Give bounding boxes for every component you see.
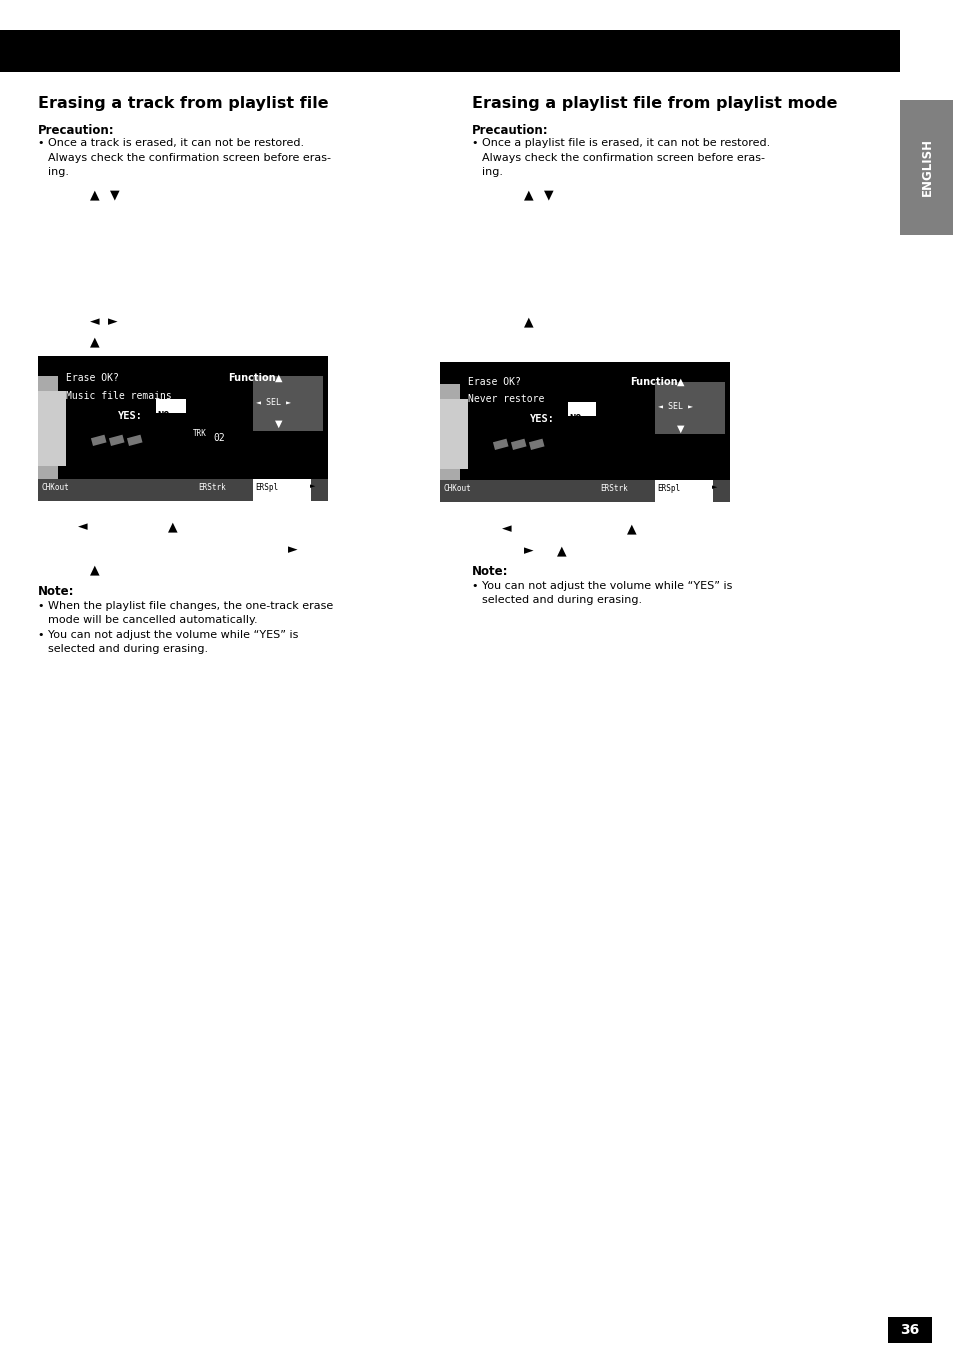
Text: Function: Function: [629, 377, 677, 388]
Bar: [253, 480, 311, 501]
Text: Always check the confirmation screen before eras-: Always check the confirmation screen bef…: [481, 153, 764, 163]
Bar: [0, 30, 899, 72]
Bar: [528, 439, 544, 450]
Bar: [38, 392, 66, 466]
Text: ▲: ▲: [626, 522, 636, 535]
Text: Note:: Note:: [472, 565, 508, 579]
Text: NO: NO: [568, 415, 581, 424]
Text: ERSpl: ERSpl: [657, 484, 679, 493]
Text: NO: NO: [157, 411, 170, 421]
Text: ◄ SEL ►: ◄ SEL ►: [658, 402, 692, 411]
Text: ▲: ▲: [274, 373, 282, 383]
Text: • You can not adjust the volume while “YES” is: • You can not adjust the volume while “Y…: [38, 630, 298, 640]
Bar: [655, 382, 724, 434]
Text: Erase OK?: Erase OK?: [468, 377, 520, 388]
Text: ERSpl: ERSpl: [254, 482, 278, 492]
Text: ▼: ▼: [543, 188, 553, 201]
Bar: [91, 435, 107, 446]
Text: Never restore: Never restore: [468, 394, 544, 404]
Text: 02: 02: [213, 434, 225, 443]
Text: ◄ SEL ►: ◄ SEL ►: [255, 398, 291, 406]
Text: ▼: ▼: [110, 188, 119, 201]
Text: ENGLISH: ENGLISH: [920, 138, 933, 196]
Text: Always check the confirmation screen before eras-: Always check the confirmation screen bef…: [48, 153, 331, 163]
Bar: [887, 1317, 931, 1343]
Text: ◄: ◄: [78, 520, 88, 533]
Bar: [127, 435, 142, 446]
Bar: [439, 398, 468, 469]
Text: • You can not adjust the volume while “YES” is: • You can not adjust the volume while “Y…: [472, 581, 732, 591]
Text: ▲: ▲: [90, 562, 99, 576]
Text: ▲: ▲: [168, 520, 177, 533]
Text: Function: Function: [228, 373, 275, 383]
Text: ►: ►: [523, 543, 533, 557]
Text: selected and during erasing.: selected and during erasing.: [481, 595, 641, 604]
Text: TRK: TRK: [193, 430, 207, 438]
Text: Erase OK?: Erase OK?: [66, 373, 119, 383]
Text: Precaution:: Precaution:: [472, 125, 548, 137]
Bar: [439, 480, 729, 501]
Text: ▲: ▲: [677, 377, 684, 388]
Text: • When the playlist file changes, the one-track erase: • When the playlist file changes, the on…: [38, 602, 333, 611]
Bar: [493, 439, 508, 450]
Bar: [655, 480, 712, 501]
Text: ◄: ◄: [90, 314, 99, 328]
Text: mode will be cancelled automatically.: mode will be cancelled automatically.: [48, 615, 257, 625]
Bar: [439, 383, 459, 484]
Bar: [899, 100, 953, 234]
Bar: [253, 375, 323, 431]
Text: ▲: ▲: [523, 314, 533, 328]
Text: ing.: ing.: [48, 167, 69, 178]
Text: CHKout: CHKout: [42, 482, 70, 492]
Text: Erasing a track from playlist file: Erasing a track from playlist file: [38, 96, 328, 111]
Text: ERStrk: ERStrk: [599, 484, 627, 493]
Text: ▲: ▲: [90, 188, 99, 201]
Bar: [156, 398, 186, 413]
Text: Precaution:: Precaution:: [38, 125, 114, 137]
Text: ►: ►: [310, 482, 315, 489]
Text: ▼: ▼: [274, 419, 282, 430]
Text: YES:: YES:: [530, 415, 555, 424]
Text: ing.: ing.: [481, 167, 502, 178]
Text: Music file remains: Music file remains: [66, 392, 172, 401]
Bar: [511, 439, 526, 450]
Text: • Once a playlist file is erased, it can not be restored.: • Once a playlist file is erased, it can…: [472, 138, 769, 148]
Bar: [109, 435, 125, 446]
Text: ▲: ▲: [557, 543, 566, 557]
Text: selected and during erasing.: selected and during erasing.: [48, 644, 208, 654]
Text: • Once a track is erased, it can not be restored.: • Once a track is erased, it can not be …: [38, 138, 304, 148]
Text: ►: ►: [288, 543, 297, 556]
Text: Erasing a playlist file from playlist mode: Erasing a playlist file from playlist mo…: [472, 96, 837, 111]
Text: ▲: ▲: [90, 335, 99, 348]
Text: ▲: ▲: [523, 188, 533, 201]
Text: YES:: YES:: [118, 411, 143, 421]
Text: ◄: ◄: [501, 522, 511, 535]
Text: ▼: ▼: [677, 424, 684, 434]
Text: ERStrk: ERStrk: [198, 482, 226, 492]
Text: CHKout: CHKout: [443, 484, 471, 493]
Text: Note:: Note:: [38, 585, 74, 598]
Text: ►: ►: [711, 484, 717, 491]
Bar: [38, 480, 328, 501]
Bar: [38, 375, 58, 481]
Bar: [567, 402, 596, 416]
Text: 36: 36: [900, 1322, 919, 1337]
Text: ►: ►: [108, 314, 117, 328]
